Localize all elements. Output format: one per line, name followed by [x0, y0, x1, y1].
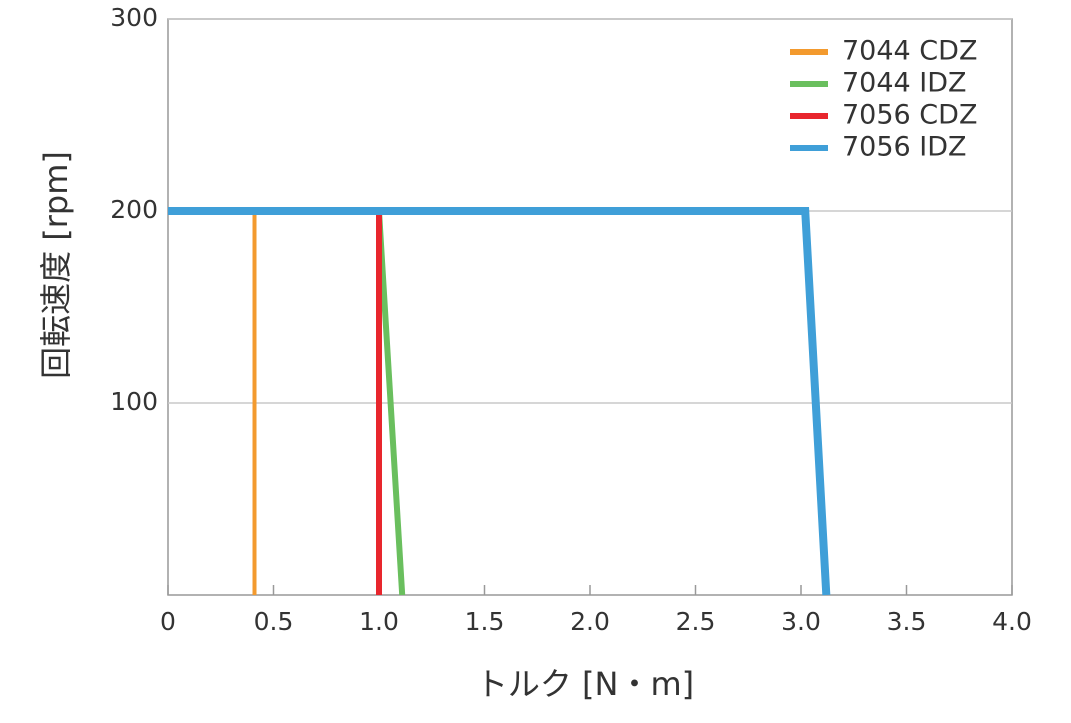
legend-label: 7056 CDZ — [842, 100, 977, 131]
x-tick-label: 1.5 — [465, 607, 505, 636]
x-tick-label: 0.5 — [254, 607, 294, 636]
y-tick-label: 100 — [110, 387, 158, 416]
series-line — [168, 207, 831, 596]
x-tick-label: 2.5 — [676, 607, 716, 636]
legend-label: 7044 IDZ — [842, 68, 967, 99]
x-tick-label: 2.0 — [570, 607, 610, 636]
legend-label: 7056 IDZ — [842, 132, 967, 163]
y-axis-label: 回転速度 [rpm] — [37, 151, 75, 379]
x-tick-label: 4.0 — [992, 607, 1032, 636]
x-tick-label: 3.5 — [887, 607, 927, 636]
x-tick-label: 0 — [160, 607, 176, 636]
y-tick-label: 200 — [110, 195, 158, 224]
y-tick-label: 300 — [110, 3, 158, 32]
x-axis-label: トルク [N・m] — [476, 665, 694, 703]
x-tick-label: 3.0 — [781, 607, 821, 636]
legend-label: 7044 CDZ — [842, 36, 977, 67]
x-tick-label: 1.0 — [359, 607, 399, 636]
